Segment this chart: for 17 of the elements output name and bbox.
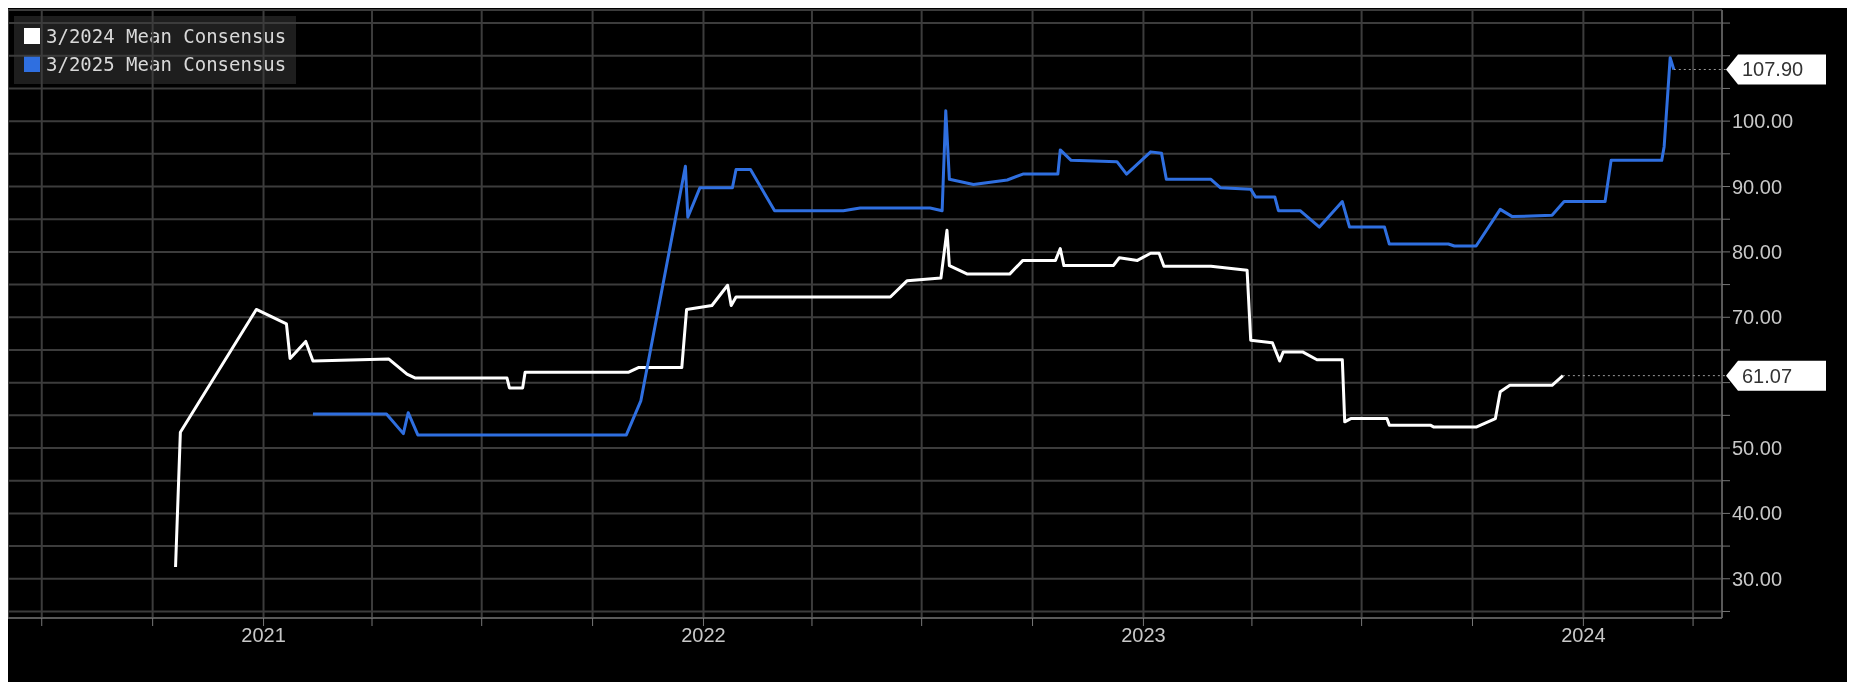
y-tick-label: 30.00 (1732, 567, 1783, 590)
annotation: 107.90 (1742, 58, 1804, 81)
legend-label: 3/2025 Mean Consensus (46, 52, 287, 77)
line-series (174, 228, 1565, 569)
annotation: 61.07 (1742, 364, 1793, 387)
line-series (311, 56, 1676, 437)
y-tick-label: 90.00 (1732, 175, 1783, 198)
y-tick-label: 70.00 (1732, 306, 1783, 329)
y-tick-label: 80.00 (1732, 240, 1783, 263)
x-tick-label: 2022 (681, 624, 726, 647)
y-tick-label: 50.00 (1732, 437, 1783, 460)
x-tick-label: 2021 (241, 624, 286, 647)
y-tick-label: 40.00 (1732, 502, 1783, 525)
y-tick-label: 100.00 (1732, 110, 1794, 133)
x-tick-label: 2024 (1561, 624, 1606, 647)
legend-label: 3/2024 Mean Consensus (46, 24, 287, 49)
x-tick-label: 2023 (1121, 624, 1166, 647)
